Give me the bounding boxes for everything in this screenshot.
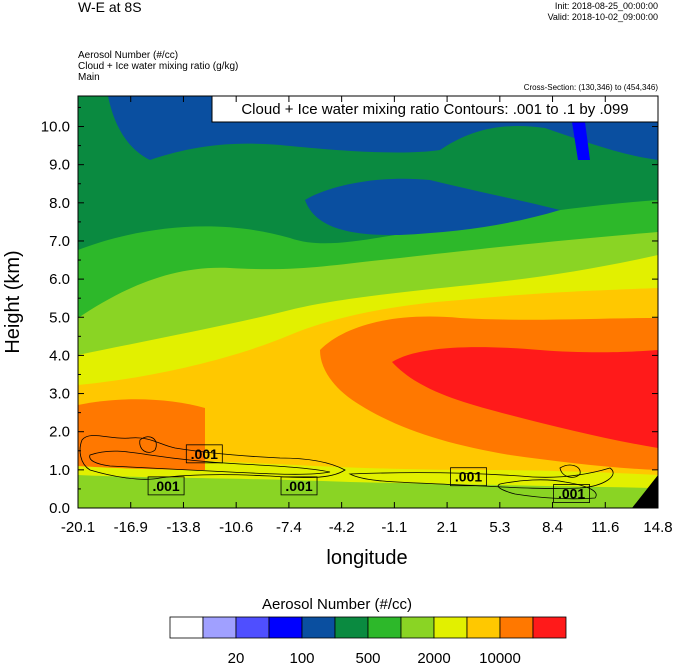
heatmap-field: .001 .001 .001 .001 .001 (78, 96, 658, 508)
contour-title-box (211, 95, 659, 123)
x-tick-label: 11.6 (591, 519, 619, 536)
colorbar-swatch (499, 616, 534, 639)
colorbar-swatch (169, 616, 204, 639)
y-axis-label: Height (km) (2, 250, 24, 353)
colorbar-swatch (466, 616, 501, 639)
axes: -20.1 -16.9 -13.8 -10.6 -7.4 -4.2 -1.1 2.1 5.3 8.… (41, 96, 673, 536)
colorbar-tick-label: 20 (228, 650, 245, 667)
y-tick-label: 7.0 (49, 233, 70, 250)
colorbar-tick-label: 500 (355, 650, 380, 667)
contour-label-box (147, 476, 185, 496)
colorbar-tick-label: 10000 (479, 650, 521, 667)
x-tick-label: -7.4 (276, 519, 302, 536)
field-band-blue-mid (305, 178, 560, 236)
colorbar: 20 100 500 2000 10000 (169, 616, 567, 667)
y-tick-label: 2.0 (49, 424, 70, 441)
x-tick-label: 2.1 (437, 519, 458, 536)
contour-title: Cloud + Ice water mixing ratio Contours:… (241, 101, 628, 118)
field-label-cloud: Cloud + Ice water mixing ratio (g/kg) (78, 61, 239, 72)
contour-line-4 (497, 479, 597, 500)
field-band-deepblue (572, 122, 590, 160)
field-band-orange-left (78, 399, 205, 470)
y-tick-label: 10.0 (41, 119, 70, 136)
contour-label: .001 (285, 478, 312, 494)
y-tick-label: 4.0 (49, 347, 70, 364)
colorbar-swatch (301, 616, 336, 639)
chart-title: W-E at 8S (78, 0, 142, 15)
contour-line-3 (348, 467, 614, 489)
field-band-red (392, 347, 658, 448)
colorbar-swatch (532, 616, 567, 639)
x-tick-label: -13.8 (166, 519, 200, 536)
colorbar-swatch (400, 616, 435, 639)
contour-line-6 (559, 464, 581, 478)
cross-section-label: Cross-Section: (130,346) to (454,346) (523, 83, 658, 92)
colorbar-swatch (334, 616, 369, 639)
contour-label-box (280, 476, 318, 496)
colorbar-swatch (235, 616, 270, 639)
valid-time: Valid: 2018-10-02_09:00:00 (547, 12, 658, 22)
x-tick-label: -10.6 (219, 519, 253, 536)
field-terrain (632, 475, 658, 508)
contour-label-box (553, 484, 590, 503)
colorbar-tick-label: 2000 (417, 650, 450, 667)
colorbar-swatch (268, 616, 303, 639)
colorbar-swatch (202, 616, 237, 639)
x-tick-label: -4.2 (329, 519, 355, 536)
x-tick-label: 8.4 (542, 519, 563, 536)
contour-lines (79, 435, 614, 500)
x-axis-label: longitude (326, 547, 407, 569)
x-tick-label: -1.1 (381, 519, 407, 536)
field-label-aerosol: Aerosol Number (#/cc) (78, 50, 179, 61)
contour-label-box (450, 467, 487, 487)
x-tick-label: -20.1 (61, 519, 95, 536)
contour-label-box (185, 444, 223, 464)
colorbar-tick-label: 100 (289, 650, 314, 667)
init-time: Init: 2018-08-25_00:00:00 (554, 1, 658, 11)
field-band-surface (78, 475, 658, 508)
contour-labels: .001 .001 .001 .001 .001 (147, 444, 590, 503)
x-tick-label: 5.3 (489, 519, 510, 536)
contour-label: .001 (455, 469, 482, 485)
colorbar-title: Aerosol Number (#/cc) (261, 596, 413, 613)
colorbar-swatch (433, 616, 468, 639)
contour-line-5 (139, 436, 157, 453)
y-tick-label: 1.0 (49, 462, 70, 479)
colorbar-swatch (367, 616, 402, 639)
x-tick-label: -16.9 (114, 519, 148, 536)
contour-label: .001 (558, 486, 585, 502)
y-tick-label: 6.0 (49, 271, 70, 288)
y-tick-label: 3.0 (49, 386, 70, 403)
contour-label: .001 (191, 446, 218, 462)
y-tick-label: 9.0 (49, 157, 70, 174)
x-tick-label: 14.8 (643, 519, 672, 536)
contour-line-2 (89, 450, 331, 475)
contour-line-1 (79, 435, 346, 480)
y-tick-label: 5.0 (49, 309, 70, 326)
field-label-main: Main (78, 72, 100, 83)
y-tick-label: 0.0 (49, 500, 70, 517)
y-tick-label: 8.0 (49, 195, 70, 212)
contour-label: .001 (152, 478, 179, 494)
